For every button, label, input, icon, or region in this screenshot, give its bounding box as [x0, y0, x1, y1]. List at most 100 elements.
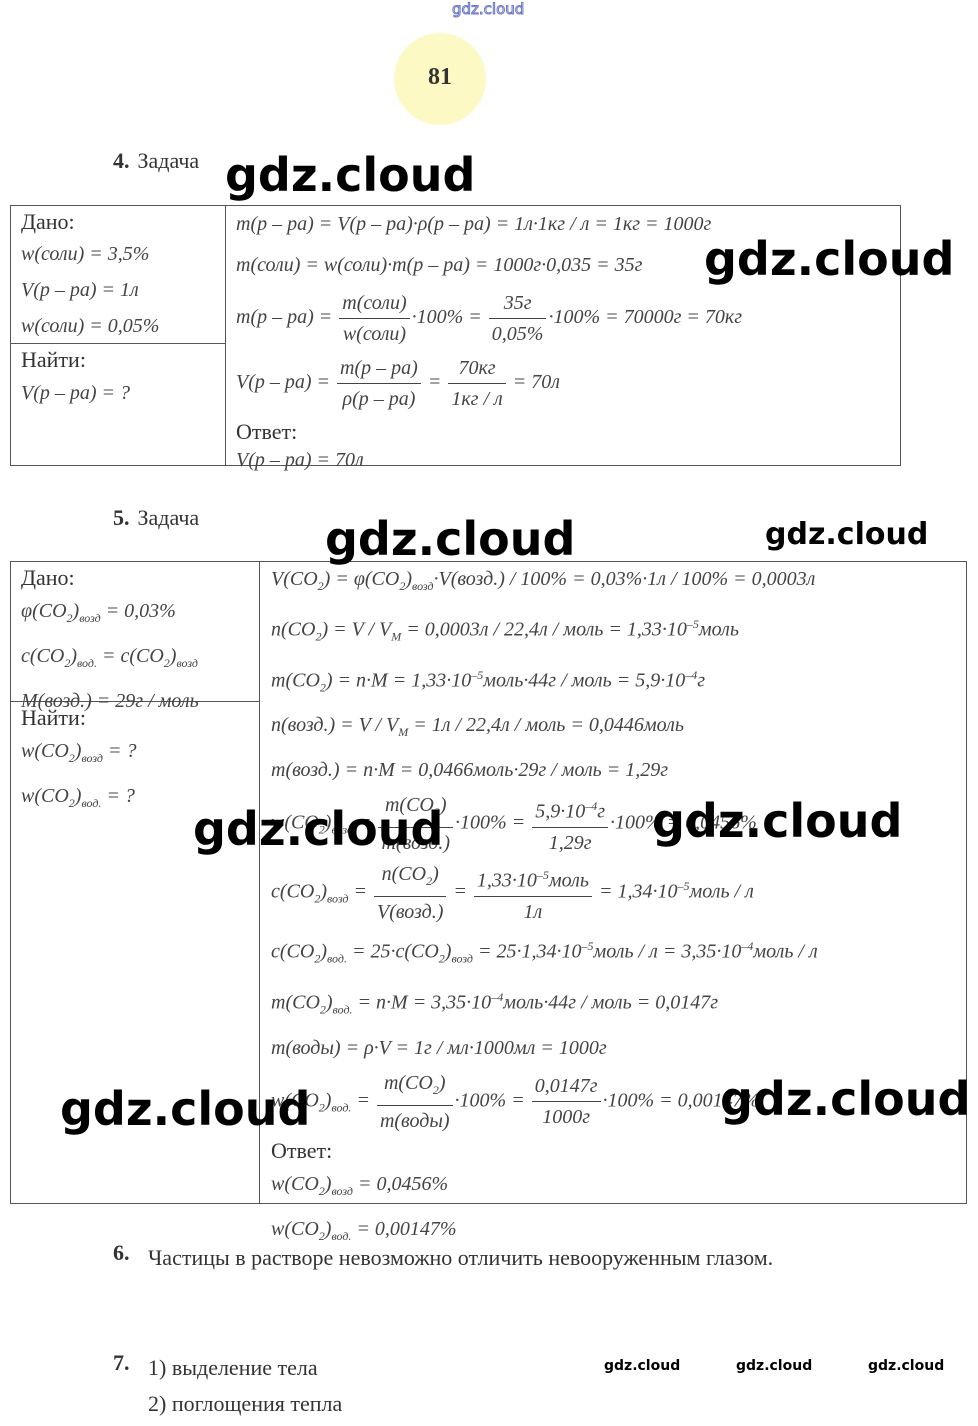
solution: m(р – ра) = V(р – ра)·ρ(р – ра) = 1л·1кг… — [236, 206, 742, 474]
text: = — [348, 880, 372, 903]
subscript: 2 — [315, 629, 322, 644]
given-label: Дано: — [21, 565, 75, 590]
text: = — [422, 371, 447, 394]
text: моль·44г / моль = 0,0147г — [503, 991, 719, 1014]
superscript: –4 — [685, 667, 698, 682]
fraction: m(CO2) m(возд.) — [378, 790, 454, 858]
list-item: 1) выделение тела — [148, 1355, 318, 1380]
formula-line: w(CO2)возд = m(CO2) m(возд.) ·100% = 5,9·1… — [271, 790, 818, 858]
task-items: 1) выделение тела 2) поглощения тепла — [148, 1350, 342, 1422]
subscript: 2 — [64, 656, 71, 670]
text: m(CO — [271, 991, 320, 1014]
task6: 6. Частицы в растворе невозможно отличит… — [113, 1240, 883, 1276]
frac-part: 1,29г — [532, 828, 608, 858]
formula-line: w(CO2)вод. = m(CO2) m(воды) ·100% = 0,0147… — [271, 1068, 818, 1136]
text: ) — [320, 880, 327, 903]
frac-part: m(CO2) — [378, 790, 454, 829]
text: = 25·c(CO — [346, 940, 439, 963]
frac-part: 5,9·10–4г — [532, 791, 609, 828]
watermark: gdz.cloud — [60, 1082, 311, 1136]
text: V(р – ра) = — [236, 371, 336, 394]
text: ) — [74, 740, 82, 762]
watermark: gdz.cloud — [765, 517, 929, 552]
task4-heading: 4. Задача — [113, 148, 199, 174]
divider — [11, 701, 259, 702]
text: m(возд.) — [381, 832, 451, 855]
task-title: Задача — [137, 505, 200, 530]
fraction: 70кг 1кг / л — [448, 353, 506, 414]
formula-line: V(р – ра) = 1л — [21, 272, 159, 308]
text: m(возд.) = n·M = 0,0466моль·29г / моль =… — [271, 759, 669, 782]
text: ) = φ(CO — [323, 568, 400, 590]
divider — [225, 206, 226, 465]
text: г — [697, 669, 706, 692]
text: w(CO — [271, 1089, 319, 1112]
subscript: возд — [327, 891, 349, 906]
text: = 1,34·10 — [593, 880, 678, 903]
task-number: 6. — [113, 1240, 130, 1265]
text: 0,0147г — [534, 1075, 598, 1098]
text: = 0,00147% — [351, 1217, 457, 1240]
text: w(CO — [271, 1172, 319, 1195]
text: г — [597, 800, 606, 823]
subscript: возд — [81, 751, 103, 765]
frac-part: m(возд.) — [378, 828, 453, 858]
subscript: вод. — [81, 796, 102, 810]
text: ρ(р – ра) — [342, 388, 416, 410]
formula-line: c(CO2)вод. = c(CO2)возд — [21, 637, 199, 682]
subscript: возд — [79, 611, 101, 625]
task-number: 4. — [113, 148, 130, 173]
text: w(соли) = 3,5% — [21, 243, 150, 265]
frac-part: w(соли) — [339, 319, 409, 349]
subscript: 2 — [68, 751, 75, 765]
superscript: –5 — [581, 939, 594, 954]
text: m(р – ра) = — [236, 306, 338, 329]
text: φ(CO — [21, 600, 67, 622]
text: ) — [74, 785, 82, 807]
formula-line: w(CO2)вод. = 0,00147% — [271, 1210, 818, 1255]
text: m(р – ра) — [340, 357, 418, 379]
text: V(р – ра) = 1л — [21, 279, 139, 301]
formula-line: V(р – ра) = 70л — [236, 446, 742, 474]
formula-line: V(р – ра) = ? — [21, 374, 130, 412]
subscript: 2 — [319, 680, 326, 695]
formula-line: n(CO2) = V / VM = 0,0003л / 22,4л / моль… — [271, 606, 818, 656]
answer-label: Ответ: — [271, 1137, 333, 1163]
text: V(р – ра) = ? — [21, 382, 131, 404]
text: m(воды) — [379, 1109, 450, 1132]
formula-line: w(соли) = 3,5% — [21, 236, 159, 272]
watermark: gdz.cloud — [868, 1358, 945, 1374]
find: Найти: w(CO2)возд = ? w(CO2)вод. = ? — [21, 704, 136, 822]
text: ) — [325, 991, 333, 1014]
superscript: –5 — [471, 667, 484, 682]
subscript: 2 — [426, 874, 433, 889]
text: m(соли) — [342, 292, 407, 314]
text: w(соли) — [342, 323, 407, 345]
formula-line: w(CO2)возд = ? — [21, 732, 136, 777]
page-number: 81 — [428, 64, 452, 90]
frac-part: 0,05% — [489, 319, 547, 349]
subscript: 2 — [317, 579, 324, 593]
text: моль — [698, 618, 739, 641]
fraction: 35г 0,05% — [488, 288, 547, 349]
text: c(CO — [271, 880, 315, 903]
text: ) — [169, 645, 177, 667]
frac-part: m(соли) — [339, 288, 410, 319]
text: ) — [405, 568, 413, 590]
top-watermark: gdz.cloud — [451, 0, 525, 19]
text: = — [351, 1089, 375, 1112]
watermark: gdz.cloud — [604, 1358, 681, 1374]
text: V(возд.) — [377, 901, 444, 924]
subscript: 2 — [432, 1082, 439, 1097]
subscript: возд — [412, 579, 434, 593]
watermark: gdz.cloud — [193, 802, 444, 856]
subscript: вод. — [77, 656, 97, 670]
text: ) — [432, 863, 439, 886]
watermark: gdz.cloud — [720, 1072, 971, 1126]
text: M(возд.) = 29г / моль — [21, 690, 199, 712]
text: моль / л = 3,35·10 — [593, 940, 742, 963]
frac-part: 0,0147г — [531, 1071, 601, 1103]
text: ) — [438, 1071, 446, 1094]
text: V(р – ра) = 70л — [236, 449, 364, 471]
